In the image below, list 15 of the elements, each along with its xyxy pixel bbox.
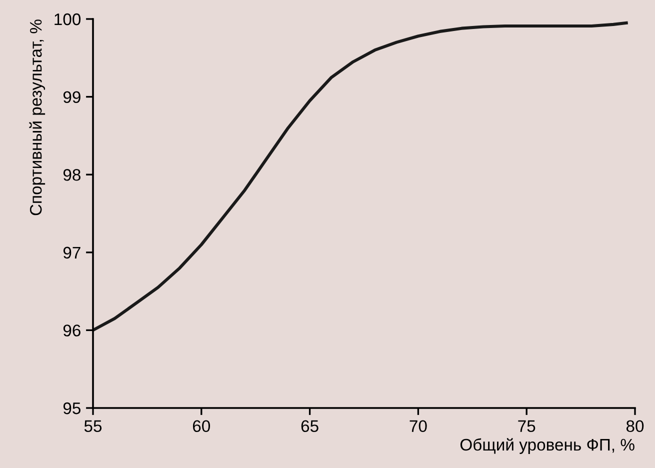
y-tick-label: 98	[63, 169, 80, 181]
line-series	[93, 21, 628, 332]
x-tick-label: 80	[626, 420, 644, 432]
y-tick-label: 97	[63, 246, 80, 259]
y-axis-title: Спортивный результат, %	[29, 20, 46, 216]
x-tick-label: 60	[192, 420, 210, 432]
x-tick-label: 55	[84, 420, 102, 432]
x-tick-label: 70	[410, 420, 427, 432]
x-axis-title: Общий уровень ФП, %	[460, 438, 634, 454]
x-tick-label: 65	[301, 420, 318, 432]
y-tick-label: 100	[54, 13, 81, 26]
y-tick-label: 99	[63, 91, 80, 104]
x-tick-label: 75	[518, 420, 536, 432]
y-tick-label: 96	[63, 324, 80, 336]
y-tick-label: 95	[63, 402, 80, 414]
